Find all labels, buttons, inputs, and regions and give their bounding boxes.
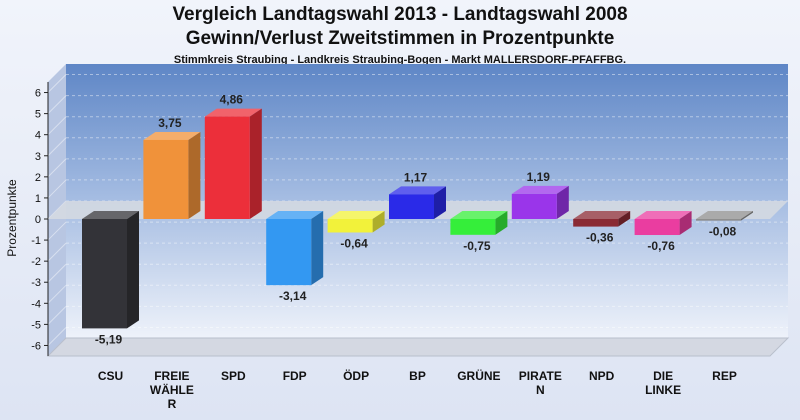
bar-side-face [188, 131, 201, 219]
bar-front-face [511, 193, 557, 219]
bar-top-face [82, 211, 139, 219]
data-label: 4,86 [220, 93, 244, 107]
y-tick-label: 3 [35, 151, 41, 163]
bar-top-face [389, 186, 446, 195]
gridline-diagonal [47, 74, 67, 93]
x-tick-label: PIRATE N [519, 369, 562, 397]
y-tick-label: 2 [35, 172, 41, 184]
x-tick-label: FDP [283, 369, 307, 383]
floor [46, 337, 790, 357]
bar-side-face [618, 211, 631, 227]
bar [450, 211, 508, 235]
bar-side-face [311, 211, 324, 286]
gridline-diagonal [47, 137, 67, 157]
bar-top-face [204, 108, 262, 117]
bar-front-face [143, 139, 189, 219]
gridline-diagonal [47, 158, 67, 178]
data-label: 1,19 [527, 170, 551, 184]
bar-side-face [249, 108, 262, 219]
bar-front-face [696, 219, 741, 221]
bar-top-face [511, 185, 569, 194]
data-label: -0,64 [340, 236, 368, 250]
x-tick-label: SPD [221, 369, 246, 383]
gridline-diagonal [47, 116, 67, 136]
y-tick-label: -5 [31, 319, 41, 331]
bar-front-face [204, 116, 250, 219]
data-label: -0,36 [586, 231, 614, 245]
bar-side-face [679, 211, 692, 236]
bar-top-face [327, 211, 385, 219]
y-tick-label: 0 [35, 214, 41, 226]
data-label: -3,14 [279, 289, 307, 303]
y-tick-label: 1 [35, 193, 41, 205]
bar [573, 211, 631, 227]
bar [696, 211, 753, 221]
bar [389, 186, 446, 219]
bar-side-face [556, 185, 569, 219]
y-tick-label: -2 [31, 256, 41, 268]
gridline-diagonal [47, 242, 67, 262]
bar-top-face [266, 211, 324, 219]
bar-front-face [389, 194, 434, 219]
x-tick-label: CSU [98, 369, 123, 383]
bar-side-face [495, 211, 508, 235]
bar [82, 211, 139, 329]
y-tick-label: -1 [31, 235, 41, 247]
gridline-diagonal [47, 221, 67, 241]
gridline-diagonal [47, 327, 67, 346]
x-tick-label: REP [712, 369, 737, 383]
y-tick-label: -3 [31, 277, 41, 289]
gridline-diagonal [47, 263, 67, 283]
bar [266, 211, 324, 286]
data-label: -0,75 [463, 239, 491, 253]
bar [511, 185, 569, 219]
gridline-diagonal [47, 284, 67, 304]
x-tick-label: ÖDP [343, 368, 369, 383]
bar-front-face [634, 219, 680, 236]
bar-side-face [741, 211, 753, 221]
bar [327, 211, 385, 233]
bar-top-face [696, 211, 753, 219]
x-tick-label: BP [409, 369, 426, 383]
bar-side-face [434, 186, 446, 219]
data-label: 3,75 [158, 116, 182, 130]
y-tick-label: 5 [35, 109, 41, 121]
bar-side-face [127, 211, 139, 329]
bar [634, 211, 692, 236]
y-tick-label: -6 [31, 340, 41, 352]
bar-front-face [573, 219, 619, 227]
chart-subtitle: Gewinn/Verlust Zweitstimmen in Prozentpu… [185, 28, 615, 49]
bar [143, 131, 201, 219]
bar-front-face [82, 219, 127, 329]
bar-top-face [143, 131, 201, 140]
data-label: -0,76 [647, 239, 675, 253]
x-tick-label: GRÜNE [457, 368, 500, 383]
bar-top-face [450, 211, 508, 219]
bar-front-face [450, 219, 496, 235]
x-tick-label: FREIE WÄHLE R [150, 369, 194, 411]
data-label: -0,08 [709, 225, 737, 239]
bar [204, 108, 262, 219]
y-tick-label: 6 [35, 88, 41, 100]
y-tick-label: -4 [31, 298, 41, 310]
gridline-diagonal [47, 306, 67, 325]
x-tick-label: NPD [589, 369, 615, 383]
chart-subtitle-region: Stimmkreis Straubing - Landkreis Straubi… [173, 54, 627, 66]
bar-top-face [573, 211, 631, 219]
chart-title: Vergleich Landtagswahl 2013 - Landtagswa… [172, 4, 628, 25]
y-tick-label: 4 [35, 130, 41, 142]
bar-front-face [266, 219, 312, 286]
bar-side-face [372, 211, 385, 233]
data-label: -5,19 [95, 332, 123, 346]
bar-top-face [634, 211, 692, 219]
gridline-diagonal [47, 179, 67, 199]
bar-front-face [327, 219, 373, 233]
x-tick-label: DIE LINKE [645, 369, 681, 397]
gridline-diagonal [47, 95, 67, 114]
data-label: 1,17 [404, 170, 428, 184]
